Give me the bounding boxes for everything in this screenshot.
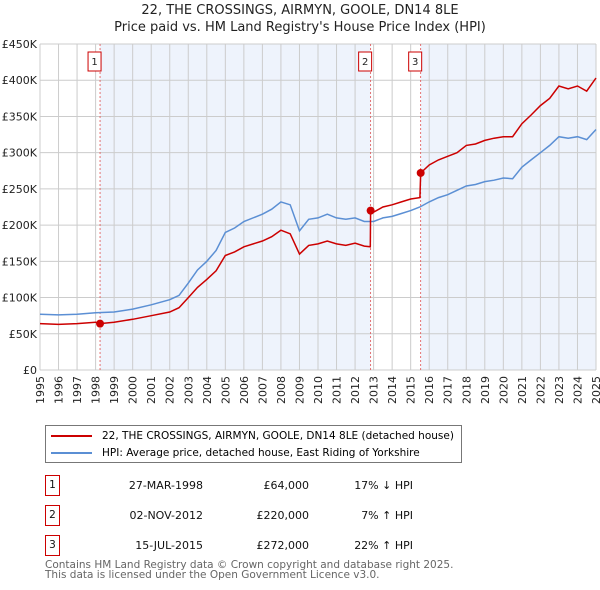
x-tick-label: 2007: [256, 376, 269, 404]
chart-subtitle: Price paid vs. HM Land Registry's House …: [114, 20, 486, 35]
footer-licence: This data is licensed under the Open Gov…: [45, 569, 380, 581]
hpi-line: [39, 128, 597, 316]
legend: 22, THE CROSSINGS, AIRMYN, GOOLE, DN14 8…: [45, 425, 462, 463]
x-tick-label: 2005: [219, 376, 232, 404]
x-tick-label: 2019: [479, 376, 492, 404]
transaction-number: 2: [45, 505, 60, 526]
x-tick-label: 2018: [460, 376, 473, 404]
transaction-number: 1: [45, 475, 60, 496]
x-tick-label: 2012: [349, 376, 362, 404]
x-tick-label: 2004: [201, 376, 214, 404]
transaction-hpi: 7% ↑ HPI: [361, 509, 413, 522]
x-tick-label: 2000: [127, 376, 140, 404]
x-tick-label: 2017: [442, 376, 455, 404]
legend-label-property: 22, THE CROSSINGS, AIRMYN, GOOLE, DN14 8…: [102, 430, 454, 442]
x-tick-label: 2015: [405, 376, 418, 404]
x-tick-label: 2011: [331, 376, 344, 404]
transaction-price: £64,000: [263, 479, 310, 492]
transaction-price: £272,000: [256, 539, 310, 552]
sale-marker-box: [358, 51, 373, 72]
chart-title: 22, THE CROSSINGS, AIRMYN, GOOLE, DN14 8…: [141, 3, 459, 18]
x-tick-label: 2013: [368, 376, 381, 404]
property-price-line: [39, 77, 597, 326]
x-tick-label: 2024: [571, 376, 584, 404]
x-tick-label: 2006: [238, 376, 251, 404]
y-tick-label: £50K: [9, 328, 38, 341]
y-tick-label: £0: [23, 364, 37, 377]
x-tick-label: 2021: [516, 376, 529, 404]
x-tick-label: 2014: [386, 376, 399, 404]
x-tick-label: 2002: [164, 376, 177, 404]
sale-point: [416, 168, 425, 177]
x-tick-label: 1999: [108, 376, 121, 404]
y-tick-label: £450K: [2, 38, 38, 51]
y-tick-label: £400K: [2, 74, 38, 87]
x-tick-label: 2001: [145, 376, 158, 404]
sale-point: [96, 319, 105, 328]
x-tick-label: 2003: [182, 376, 195, 404]
x-tick-label: 1997: [71, 376, 84, 404]
legend-swatch-property: [51, 435, 92, 437]
transaction-date: 02-NOV-2012: [129, 509, 203, 522]
y-tick-label: £300K: [2, 147, 38, 160]
transaction-price: £220,000: [256, 509, 310, 522]
transaction-date: 15-JUL-2015: [135, 539, 203, 552]
x-tick-label: 2022: [534, 376, 547, 404]
x-tick-label: 2023: [553, 376, 566, 404]
y-tick-label: £200K: [2, 219, 38, 232]
transaction-hpi: 17% ↓ HPI: [354, 479, 413, 492]
footer: Contains HM Land Registry data © Crown c…: [45, 559, 454, 581]
y-tick-label: £100K: [2, 292, 38, 305]
y-tick-label: £150K: [2, 255, 38, 268]
shaded-period: [420, 44, 596, 370]
footer-copyright: Contains HM Land Registry data © Crown c…: [45, 559, 454, 571]
x-tick-label: 2010: [312, 376, 325, 404]
x-tick-label: 2016: [423, 376, 436, 404]
y-tick-label: £350K: [2, 110, 38, 123]
sale-marker-label: 2: [362, 57, 368, 68]
sale-marker-box: [87, 51, 102, 72]
transaction-hpi: 22% ↑ HPI: [354, 539, 413, 552]
x-tick-label: 2025: [590, 376, 600, 404]
sale-marker-box: [408, 51, 423, 72]
x-tick-label: 1998: [90, 376, 103, 404]
x-tick-label: 2008: [275, 376, 288, 404]
legend-swatch-hpi: [51, 452, 92, 454]
sale-marker-label: 1: [91, 57, 97, 68]
price-chart: 1995 1996 1997 1998 1999 2000 2001 2002 2003 2004…: [2, 38, 600, 404]
x-tick-label: 1995: [34, 376, 47, 404]
transaction-number: 3: [45, 535, 60, 556]
sale-marker-label: 3: [412, 57, 418, 68]
transaction-date: 27-MAR-1998: [128, 479, 203, 492]
x-tick-label: 2020: [497, 376, 510, 404]
y-tick-label: £250K: [2, 183, 38, 196]
x-tick-label: 1996: [53, 376, 66, 404]
x-tick-label: 2009: [293, 376, 306, 404]
sale-point: [366, 206, 375, 215]
shaded-period: [100, 44, 371, 370]
legend-label-hpi: HPI: Average price, detached house, East…: [102, 447, 420, 459]
